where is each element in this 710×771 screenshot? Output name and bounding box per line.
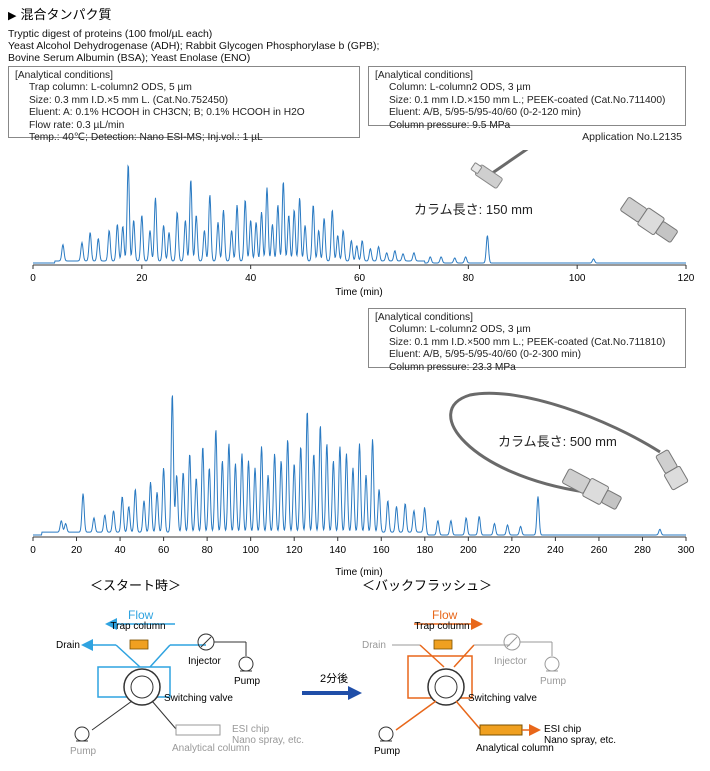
x-tick-label: 220 <box>504 545 521 556</box>
conditions-line: Column pressure: 9.5 MPa <box>389 119 511 131</box>
switching-valve-icon <box>427 668 465 706</box>
conditions-line: Column: L-column2 ODS, 3 µm <box>389 82 531 94</box>
trap-column-icon <box>129 639 149 650</box>
transition-label: 2分後 <box>320 671 348 685</box>
conditions-line: Size: 0.3 mm I.D.×5 mm L. (Cat.No.752450… <box>29 94 229 106</box>
switching-valve-icon <box>123 668 161 706</box>
column-image-500mm <box>449 391 689 510</box>
trap-column-label: Trap column <box>110 621 165 632</box>
title-text: 混合タンパク質 <box>20 7 112 22</box>
transition-arrow: 2分後 <box>302 671 362 700</box>
application-number: Application No.L2135 <box>582 131 682 143</box>
x-axis-label: Time (min) <box>335 567 382 578</box>
analytical-column-icon <box>175 724 221 736</box>
conditions-line: Size: 0.1 mm I.D.×150 mm L.; PEEK-coated… <box>389 94 666 106</box>
conditions-line: Column pressure: 23.3 MPa <box>389 361 516 373</box>
analytical-column-label: Analytical column <box>476 743 554 754</box>
pump-icon <box>238 656 254 672</box>
conditions-heading: [Analytical conditions] <box>15 70 113 81</box>
analytical-column-icon <box>479 724 523 736</box>
diagram-start: ＜スタート時＞ Flow Drain Trap column Injector … <box>56 578 304 757</box>
esi-chip-label: ESI chip <box>232 724 270 735</box>
conditions-heading: [Analytical conditions] <box>375 70 473 81</box>
conditions-line: Trap column: L-column2 ODS, 5 µm <box>29 82 192 94</box>
nano-spray-label: Nano spray, etc. <box>544 735 616 746</box>
nano-spray-label: Nano spray, etc. <box>232 735 304 746</box>
switching-valve-label: Switching valve <box>164 693 233 704</box>
chromatogram-500mm: カラム長さ: 500 mm 0 20 40 60 80 100 120 140 160 180 20… <box>30 391 695 578</box>
diagram-title: ＜スタート時＞ <box>90 578 181 593</box>
x-tick-label: 100 <box>242 545 259 556</box>
column-length-label: カラム長さ: 150 mm <box>414 202 533 217</box>
injector-label: Injector <box>188 656 221 667</box>
sample-line: Bovine Serum Albumin (BSA); Yeast Enolas… <box>8 52 251 64</box>
x-axis-label: Time (min) <box>335 287 382 298</box>
flow-label: Flow <box>432 608 458 622</box>
x-axis: 0 20 40 60 80 100 120 140 160 180 200 220 240 260 280 3… <box>30 536 695 556</box>
page-title: ▶ 混合タンパク質 <box>8 4 111 23</box>
conditions-line: Eluent: A: 0.1% HCOOH in CH3CN; B; 0.1% … <box>29 107 305 119</box>
x-tick-label: 20 <box>71 545 83 556</box>
pump-icon <box>74 726 90 742</box>
conditions-line: Column: L-column2 ODS, 3 µm <box>389 324 531 336</box>
x-tick-label: 120 <box>678 273 695 284</box>
conditions-line: Flow rate: 0.3 µL/min <box>29 119 125 131</box>
pump-label: Pump <box>374 746 401 757</box>
flow-label: Flow <box>128 608 154 622</box>
pump-icon <box>378 726 394 742</box>
x-tick-label: 60 <box>354 273 366 284</box>
pump-icon <box>544 656 560 672</box>
title-marker: ▶ <box>8 10 17 22</box>
x-tick-label: 40 <box>115 545 127 556</box>
conditions-heading: [Analytical conditions] <box>375 312 473 323</box>
drain-label: Drain <box>362 640 386 651</box>
conditions-line: Eluent: A/B, 5/95-5/95-40/60 (0-2-120 mi… <box>389 107 581 119</box>
x-tick-label: 0 <box>30 273 36 284</box>
x-tick-label: 60 <box>158 545 170 556</box>
chromatogram-150mm: カラム長さ: 150 mm 0 20 40 60 80 100 120 Time (min) <box>30 150 695 298</box>
pump-label: Pump <box>70 746 97 757</box>
conditions-box-500mm: [Analytical conditions] Column: L-column… <box>368 308 686 373</box>
column-length-label: カラム長さ: 500 mm <box>498 434 617 449</box>
conditions-box-150mm: [Analytical conditions] Column: L-column… <box>368 66 686 131</box>
conditions-box-trap: [Analytical conditions] Trap column: L-c… <box>8 66 360 143</box>
x-tick-label: 240 <box>547 545 564 556</box>
trap-column-icon <box>433 639 453 650</box>
chromatogram-trace <box>33 395 686 536</box>
analytical-column-label: Analytical column <box>172 743 250 754</box>
pump-label: Pump <box>540 676 567 687</box>
x-tick-label: 40 <box>245 273 257 284</box>
trap-column-label: Trap column <box>414 621 469 632</box>
x-tick-label: 100 <box>569 273 586 284</box>
conditions-line: Temp.: 40℃; Detection: Nano ESI-MS; Inj.… <box>29 132 263 144</box>
sample-description: Tryptic digest of proteins (100 fmol/µL … <box>8 28 379 64</box>
x-tick-label: 80 <box>463 273 475 284</box>
x-tick-label: 140 <box>329 545 346 556</box>
x-tick-label: 280 <box>634 545 651 556</box>
switching-valve-label: Switching valve <box>468 693 537 704</box>
x-tick-label: 160 <box>373 545 390 556</box>
sample-line: Yeast Alcohol Dehydrogenase (ADH); Rabbi… <box>8 40 380 52</box>
x-tick-label: 180 <box>416 545 433 556</box>
chromatogram-trace <box>33 164 686 264</box>
diagram-title: ＜バックフラッシュ＞ <box>362 578 492 593</box>
x-tick-label: 0 <box>30 545 36 556</box>
x-tick-label: 20 <box>136 273 148 284</box>
conditions-line: Size: 0.1 mm I.D.×500 mm L.; PEEK-coated… <box>389 336 666 348</box>
column-image-150mm <box>470 150 678 243</box>
esi-chip-label: ESI chip <box>544 724 582 735</box>
x-axis: 0 20 40 60 80 100 120 <box>30 264 695 284</box>
sample-line: Tryptic digest of proteins (100 fmol/µL … <box>8 28 213 40</box>
pump-label: Pump <box>234 676 261 687</box>
x-tick-label: 200 <box>460 545 477 556</box>
conditions-line: Eluent: A/B, 5/95-5/95-40/60 (0-2-300 mi… <box>389 349 581 361</box>
x-tick-label: 120 <box>286 545 303 556</box>
x-tick-label: 80 <box>202 545 214 556</box>
flow-diagram: ＜スタート時＞ Flow Drain Trap column Injector … <box>56 578 616 757</box>
diagram-backflush: ＜バックフラッシュ＞ Flow Drain Trap column Inject… <box>362 578 616 757</box>
x-tick-label: 300 <box>678 545 695 556</box>
x-tick-label: 260 <box>591 545 608 556</box>
drain-label: Drain <box>56 640 80 651</box>
injector-label: Injector <box>494 656 527 667</box>
